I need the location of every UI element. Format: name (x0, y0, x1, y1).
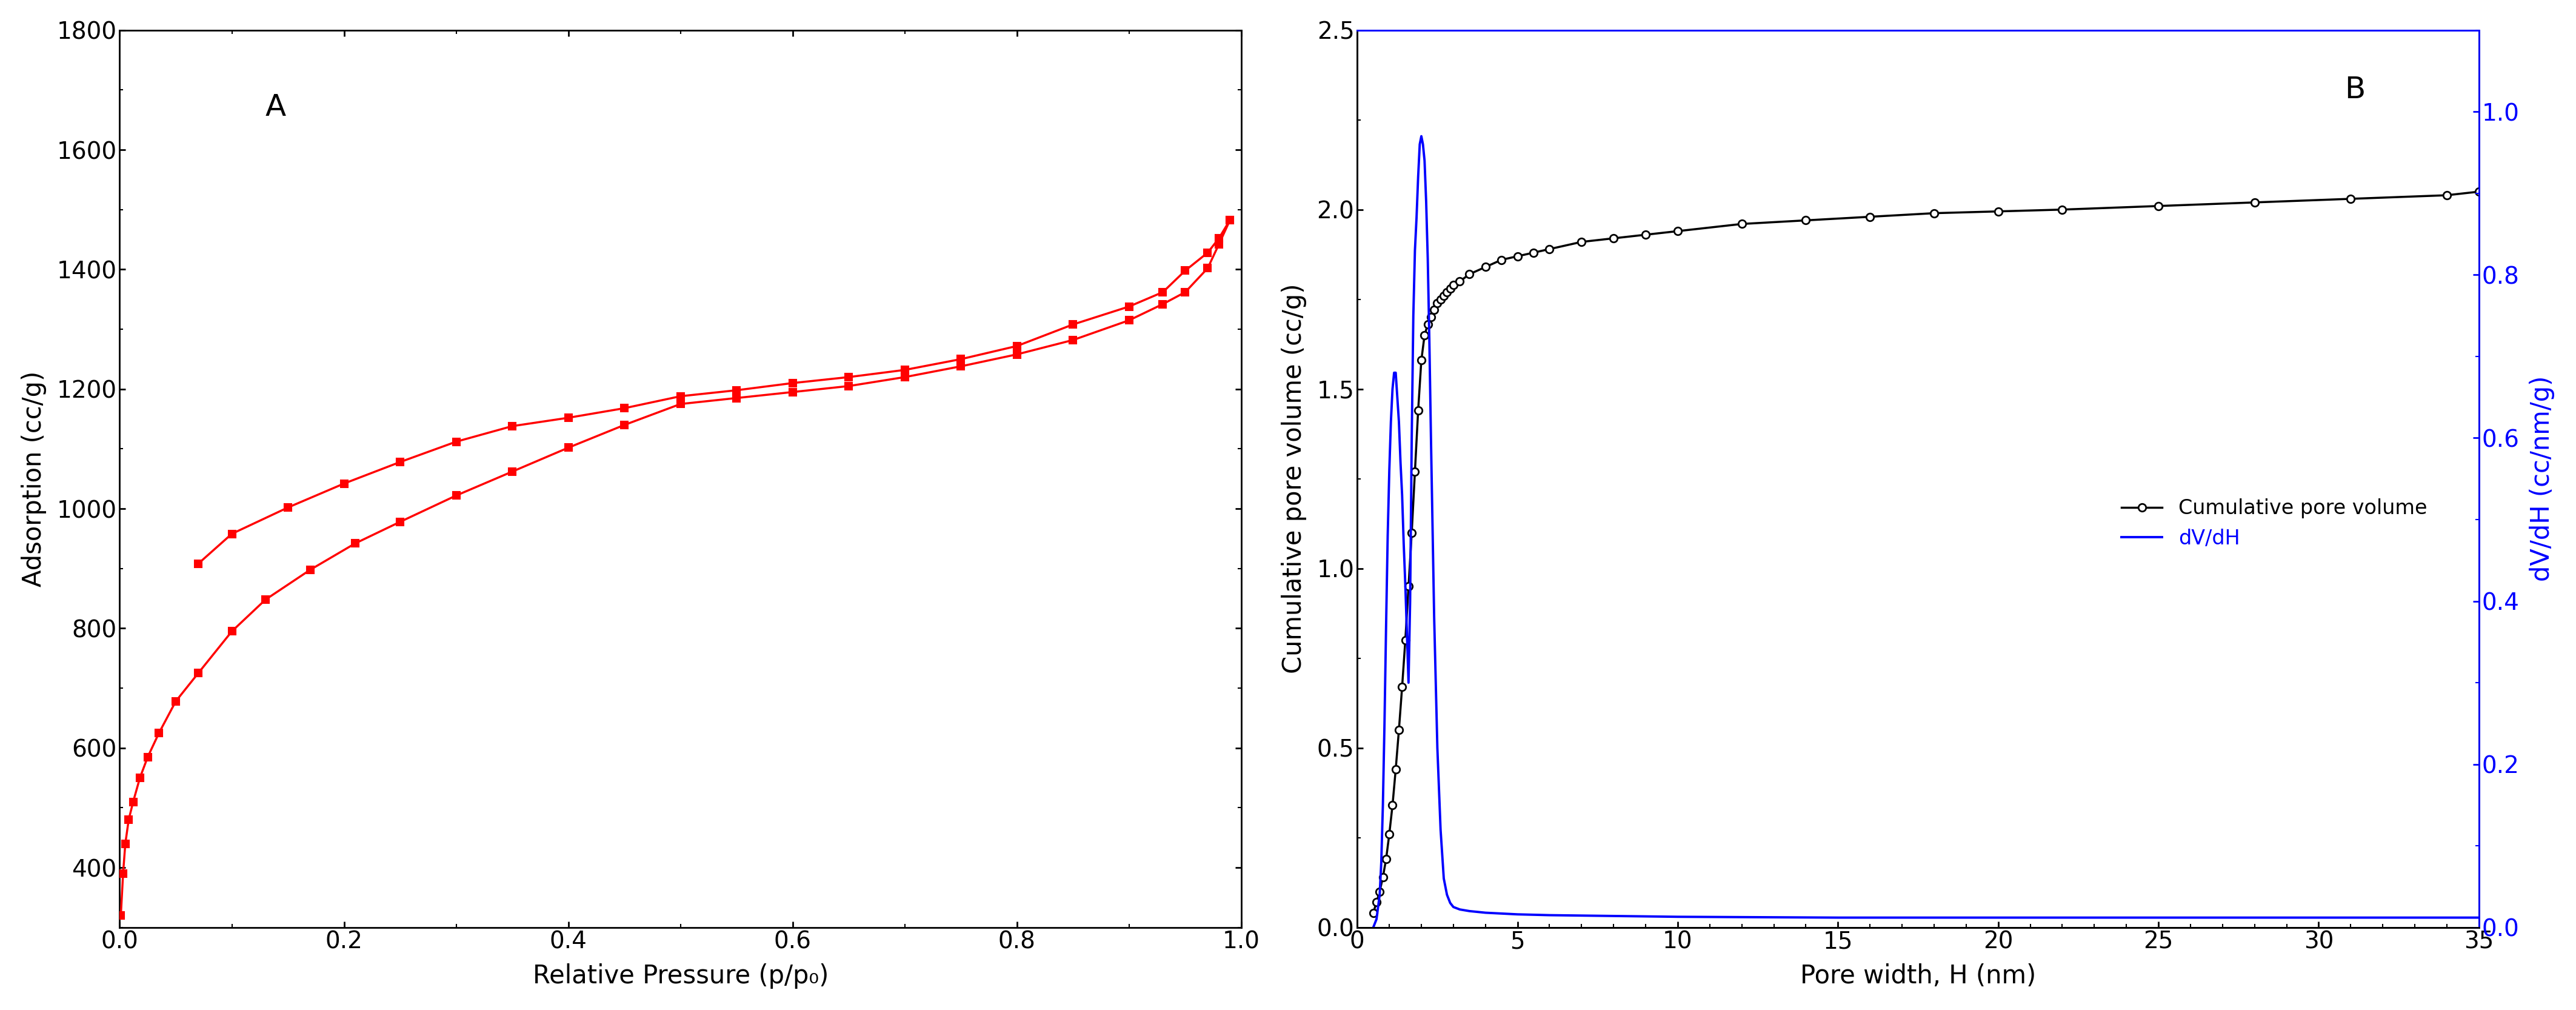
Cumulative pore volume (2143, 200, 2174, 212)
Cumulative pore volume (1365, 886, 1396, 898)
Cumulative pore volume (1383, 724, 1414, 736)
Cumulative pore volume (1391, 634, 1422, 646)
Cumulative pore volume (1726, 218, 1757, 230)
Cumulative pore volume (2432, 189, 2463, 201)
Cumulative pore volume (1427, 290, 1458, 302)
Cumulative pore volume (1370, 853, 1401, 866)
Legend: Cumulative pore volume, dV/dH: Cumulative pore volume, dV/dH (2112, 491, 2434, 557)
dV/dH (1412, 252, 1443, 265)
X-axis label: Relative Pressure (p/p₀): Relative Pressure (p/p₀) (533, 964, 829, 989)
Cumulative pore volume (1404, 405, 1435, 417)
dV/dH (1414, 334, 1445, 346)
Cumulative pore volume (1566, 236, 1597, 248)
Y-axis label: dV/dH (cc/nm/g): dV/dH (cc/nm/g) (2530, 376, 2555, 582)
Cumulative pore volume (1368, 871, 1399, 883)
dV/dH (1425, 823, 1455, 835)
Cumulative pore volume (1378, 799, 1409, 811)
Cumulative pore volume (1409, 329, 1440, 341)
Cumulative pore volume (1432, 286, 1463, 298)
Cumulative pore volume (1422, 297, 1453, 309)
Text: B: B (2344, 75, 2365, 104)
Cumulative pore volume (1381, 764, 1412, 776)
Y-axis label: Adsorption (cc/g): Adsorption (cc/g) (21, 371, 46, 587)
Line: Cumulative pore volume: Cumulative pore volume (1370, 188, 2483, 917)
Y-axis label: Cumulative pore volume (cc/g): Cumulative pore volume (cc/g) (1280, 284, 1306, 674)
Cumulative pore volume (1435, 283, 1466, 295)
Cumulative pore volume (1662, 225, 1692, 237)
Cumulative pore volume (2239, 196, 2269, 208)
Cumulative pore volume (1790, 214, 1821, 226)
Cumulative pore volume (1453, 268, 1484, 280)
dV/dH (1358, 921, 1388, 933)
Cumulative pore volume (1486, 254, 1517, 266)
Cumulative pore volume (1360, 896, 1391, 908)
dV/dH (2463, 912, 2494, 924)
Cumulative pore volume (1919, 207, 1950, 219)
dV/dH (1406, 130, 1437, 142)
Cumulative pore volume (1414, 311, 1445, 323)
Cumulative pore volume (1631, 228, 1662, 240)
Cumulative pore volume (1425, 293, 1455, 305)
Cumulative pore volume (1358, 907, 1388, 919)
Cumulative pore volume (2048, 204, 2079, 216)
Line: dV/dH: dV/dH (1373, 136, 2478, 927)
Cumulative pore volume (1437, 279, 1468, 291)
Cumulative pore volume (1396, 526, 1427, 538)
Cumulative pore volume (1855, 211, 1886, 223)
Cumulative pore volume (1394, 581, 1425, 593)
Cumulative pore volume (1406, 355, 1437, 367)
Cumulative pore volume (1373, 828, 1404, 840)
Cumulative pore volume (1386, 681, 1417, 693)
Text: A: A (265, 93, 286, 122)
Cumulative pore volume (1535, 243, 1566, 256)
Cumulative pore volume (1984, 205, 2014, 217)
Cumulative pore volume (1412, 318, 1443, 330)
Cumulative pore volume (1597, 232, 1628, 244)
Cumulative pore volume (1419, 304, 1450, 316)
dV/dH (1376, 415, 1406, 427)
Cumulative pore volume (1517, 246, 1548, 259)
dV/dH (1409, 155, 1440, 167)
Cumulative pore volume (1502, 250, 1533, 263)
Cumulative pore volume (2463, 186, 2494, 198)
Cumulative pore volume (1399, 466, 1430, 478)
X-axis label: Pore width, H (nm): Pore width, H (nm) (1801, 964, 2035, 989)
Cumulative pore volume (1471, 261, 1502, 273)
dV/dH (1394, 677, 1425, 689)
Cumulative pore volume (2336, 193, 2367, 205)
Cumulative pore volume (1445, 276, 1476, 288)
